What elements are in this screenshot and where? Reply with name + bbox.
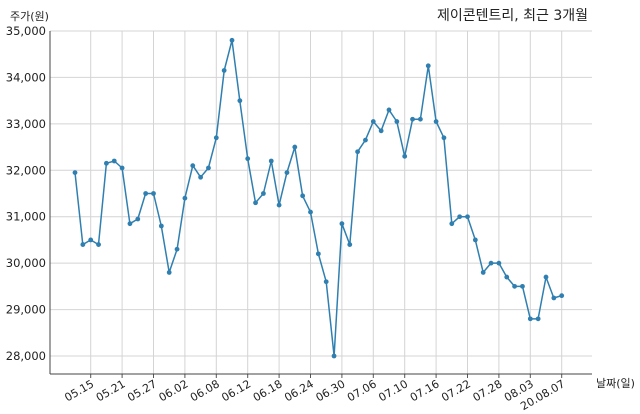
data-point [166, 270, 172, 275]
data-point [410, 116, 415, 122]
data-point [111, 158, 117, 164]
x-tick-label: 05.15 [62, 377, 96, 404]
data-point [496, 260, 502, 266]
x-tick-label: 07.06 [345, 377, 379, 404]
data-point [268, 158, 274, 164]
data-point [488, 260, 494, 266]
data-point [355, 149, 360, 155]
data-point [323, 279, 329, 285]
data-point [237, 98, 243, 104]
y-axis-label: 주가(원) [10, 10, 49, 23]
x-tick-label: 06.08 [188, 377, 222, 404]
data-point [386, 107, 392, 113]
data-point [520, 283, 525, 289]
data-point [253, 200, 258, 206]
chart-title: 제이콘텐트리, 최근 3개월 [437, 8, 588, 24]
x-tick-label: 06.30 [314, 377, 348, 404]
data-point [119, 165, 125, 171]
data-point [174, 246, 180, 252]
y-tick-labels: 28,000 29,000 30,000 31,000 32,000 33,000 34,0… [6, 24, 46, 363]
data-point [158, 223, 164, 229]
y-tick-label: 30,000 [6, 256, 46, 270]
data-point [512, 283, 517, 289]
data-point [535, 316, 541, 322]
data-point [190, 163, 196, 169]
data-point [465, 214, 470, 220]
x-tick-label: 06.18 [251, 377, 285, 404]
data-point [418, 116, 423, 122]
data-point [284, 170, 290, 176]
data-point [198, 174, 204, 180]
data-point [261, 191, 266, 196]
x-tick-label: 07.22 [439, 377, 473, 404]
data-point [394, 119, 400, 124]
data-point [206, 165, 211, 171]
y-tick-label: 29,000 [6, 303, 46, 317]
y-tick-label: 32,000 [6, 163, 46, 177]
y-tick-label: 34,000 [6, 70, 46, 84]
x-tick-label: 07.28 [471, 377, 505, 404]
data-point [88, 237, 94, 243]
data-point [245, 156, 251, 162]
x-tick-label: 07.10 [376, 377, 410, 404]
x-axis-label: 날짜(일) [596, 376, 635, 390]
data-point [135, 216, 141, 222]
data-point [433, 119, 439, 124]
x-tick-label: 06.12 [219, 377, 253, 404]
data-point [308, 209, 313, 215]
data-point [127, 221, 133, 227]
data-point [402, 153, 408, 159]
data-point [276, 202, 282, 208]
data-point [292, 144, 298, 150]
x-tick-label: 06.02 [157, 377, 191, 404]
x-tick-labels: 05.1505.2105.2706.0206.0806.1206.1806.24… [62, 377, 567, 413]
data-point [151, 191, 156, 196]
data-point [221, 68, 227, 73]
axes [49, 31, 592, 378]
data-point [363, 137, 368, 143]
x-tick-label: 06.24 [282, 377, 316, 404]
data-point [559, 293, 565, 299]
y-tick-label: 31,000 [6, 210, 46, 224]
y-tick-label: 28,000 [6, 349, 46, 363]
data-point [480, 270, 486, 275]
data-point [543, 274, 549, 280]
data-point [425, 63, 431, 69]
data-point [378, 128, 384, 134]
data-series [72, 37, 565, 359]
data-point [457, 214, 463, 220]
data-point [315, 251, 321, 257]
data-point [229, 37, 235, 43]
data-point [551, 295, 557, 301]
data-point [527, 316, 533, 322]
data-point [104, 160, 109, 166]
data-point [504, 274, 510, 280]
x-tick-label: 05.27 [125, 377, 159, 404]
data-point [347, 242, 353, 247]
data-point [472, 237, 478, 243]
x-tick-label: 07.16 [408, 377, 442, 404]
data-point [182, 195, 188, 201]
y-tick-label: 33,000 [6, 117, 46, 131]
data-point [449, 221, 455, 227]
data-point [213, 135, 219, 141]
data-point [72, 170, 78, 176]
data-point [80, 242, 86, 247]
data-point [331, 353, 337, 359]
data-point [370, 119, 376, 124]
data-point [143, 191, 149, 196]
data-point [96, 242, 101, 247]
grid-lines [50, 30, 592, 374]
data-point [441, 135, 447, 141]
data-point [300, 193, 306, 199]
data-point [339, 221, 345, 227]
y-tick-label: 35,000 [6, 24, 46, 38]
series-line [74, 39, 562, 357]
x-tick-label: 05.21 [94, 377, 128, 404]
